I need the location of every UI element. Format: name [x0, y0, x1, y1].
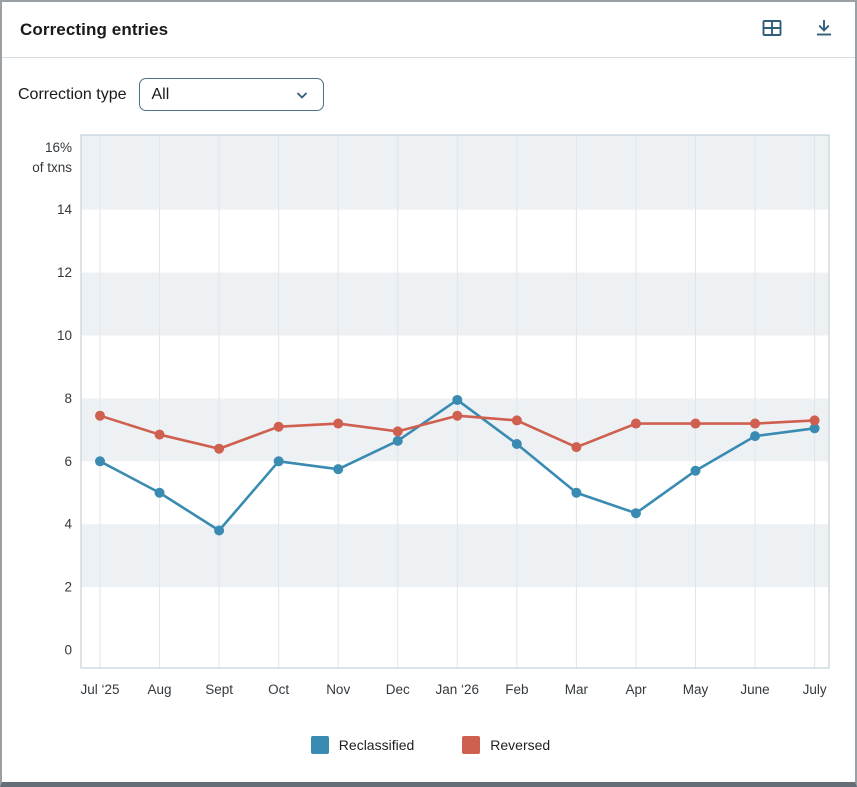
- y-tick-label: 2: [64, 580, 72, 595]
- data-point-reversed-12[interactable]: [809, 415, 820, 426]
- x-tick-label: Sept: [205, 682, 233, 697]
- y-tick-label: 6: [64, 454, 72, 469]
- data-point-reclassified-7[interactable]: [511, 439, 522, 450]
- table-view-icon: [760, 16, 784, 43]
- download-button[interactable]: [811, 17, 837, 43]
- x-tick-label: Jan ‘26: [436, 682, 480, 697]
- plot-border: [80, 134, 830, 669]
- correction-type-selected-value: All: [151, 85, 170, 103]
- data-point-reversed-0[interactable]: [95, 410, 105, 421]
- x-tick-label: Aug: [148, 682, 172, 697]
- data-point-reclassified-1[interactable]: [154, 487, 165, 498]
- data-point-reversed-6[interactable]: [452, 410, 463, 421]
- y-axis-unit-label: of txns: [32, 160, 72, 175]
- data-point-reclassified-9[interactable]: [630, 508, 641, 519]
- x-tick-label: Nov: [326, 682, 350, 697]
- x-tick-label: June: [740, 682, 769, 697]
- data-point-reclassified-11[interactable]: [750, 431, 761, 442]
- data-point-reclassified-5[interactable]: [392, 435, 403, 446]
- plot-band: [81, 524, 829, 588]
- y-tick-label: 8: [64, 391, 72, 406]
- x-tick-label: Feb: [505, 682, 528, 697]
- page-title: Correcting entries: [20, 19, 169, 39]
- x-tick-label: Dec: [386, 682, 410, 697]
- plot-band: [81, 398, 829, 462]
- plot-band: [81, 135, 829, 210]
- plot-band: [81, 272, 829, 336]
- data-point-reclassified-8[interactable]: [571, 487, 582, 498]
- table-view-button[interactable]: [759, 17, 785, 43]
- header-actions: [759, 17, 837, 43]
- correction-type-select[interactable]: All: [138, 78, 324, 111]
- panel-header: Correcting entries: [2, 2, 855, 58]
- data-point-reclassified-0[interactable]: [95, 456, 105, 467]
- data-point-reclassified-2[interactable]: [214, 525, 225, 536]
- y-tick-label: 4: [64, 517, 72, 532]
- data-point-reversed-1[interactable]: [154, 429, 165, 440]
- y-tick-label: 12: [57, 265, 72, 280]
- data-point-reversed-8[interactable]: [571, 442, 582, 453]
- legend-label: Reversed: [490, 737, 551, 753]
- legend-swatch-reclassified: [310, 736, 329, 754]
- chevron-down-icon: [293, 86, 311, 104]
- data-point-reversed-9[interactable]: [630, 418, 641, 429]
- filter-bar: Correction type All: [2, 58, 855, 123]
- data-point-reclassified-12[interactable]: [809, 423, 820, 434]
- x-tick-label: May: [683, 682, 709, 697]
- data-point-reversed-2[interactable]: [214, 443, 225, 454]
- correction-type-label: Correction type: [18, 85, 127, 103]
- legend-label: Reclassified: [338, 737, 415, 753]
- download-icon: [812, 16, 836, 43]
- data-point-reclassified-10[interactable]: [690, 465, 701, 476]
- data-point-reversed-3[interactable]: [273, 421, 284, 432]
- data-point-reversed-10[interactable]: [690, 418, 701, 429]
- chart-area: 16% of txns 14 12 10 8 6 4 2 0 Jul ‘25 Aug Sept Oct No…: [2, 123, 855, 754]
- data-point-reversed-4[interactable]: [333, 418, 344, 429]
- legend-swatch-reversed: [462, 736, 481, 754]
- x-tick-label: Mar: [565, 682, 589, 697]
- x-tick-label: July: [803, 682, 827, 697]
- line-chart: 16% of txns 14 12 10 8 6 4 2 0 Jul ‘25 Aug Sept Oct No…: [32, 134, 830, 697]
- y-tick-label: 14: [57, 202, 73, 217]
- x-tick-label: Oct: [268, 682, 289, 697]
- y-tick-label: 0: [64, 643, 72, 658]
- data-point-reversed-5[interactable]: [392, 426, 403, 437]
- y-axis-max-label: 16%: [45, 140, 72, 155]
- data-point-reversed-11[interactable]: [750, 418, 761, 429]
- data-point-reclassified-4[interactable]: [333, 464, 344, 475]
- x-tick-label: Apr: [625, 682, 647, 697]
- y-tick-label: 10: [57, 328, 72, 343]
- data-point-reclassified-6[interactable]: [452, 394, 463, 405]
- data-point-reclassified-3[interactable]: [273, 456, 284, 467]
- chart-legend: Reclassified Reversed: [2, 736, 855, 754]
- legend-item-reversed[interactable]: Reversed: [462, 736, 550, 754]
- x-tick-label: Jul ‘25: [80, 682, 119, 697]
- legend-item-reclassified[interactable]: Reclassified: [310, 736, 415, 754]
- data-point-reversed-7[interactable]: [511, 415, 522, 426]
